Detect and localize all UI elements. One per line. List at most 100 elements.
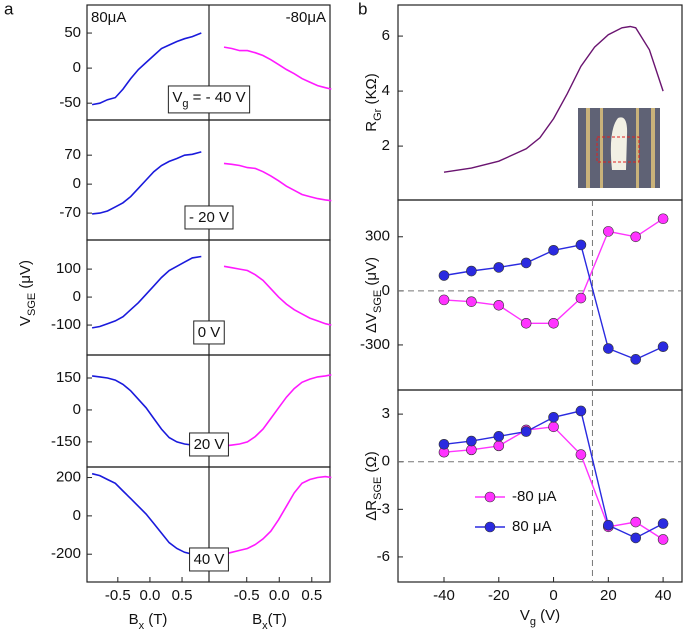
y-tick-label: 150 [56, 369, 81, 386]
annotation: Vg = - 40 V [172, 89, 245, 110]
y-tick-label: -300 [360, 336, 390, 353]
label-rest: (T) [144, 611, 167, 628]
data-point [630, 231, 642, 243]
data-line [223, 475, 332, 555]
y-tick-label: 0 [382, 453, 390, 470]
panel-label: b [358, 0, 367, 18]
data-point [466, 435, 477, 447]
data-line [223, 46, 332, 90]
data-point [603, 226, 614, 237]
data-point [548, 318, 559, 329]
label-main: V [172, 89, 182, 106]
data-line [223, 374, 332, 447]
x-tick-label: 0 [549, 587, 557, 604]
data-point [438, 270, 450, 281]
data-point [520, 318, 532, 329]
y-tick-label: -200 [51, 545, 81, 562]
label-main: V [520, 607, 530, 624]
label-rest: (KΩ) [363, 73, 380, 108]
y-tick-label: -6 [377, 548, 390, 565]
x-tick-label: -40 [433, 587, 455, 604]
x-tick-label: -20 [488, 587, 510, 604]
data-line [443, 426, 664, 541]
x-tick-label: 0.0 [139, 587, 160, 604]
data-point [520, 426, 532, 437]
data-point [548, 421, 559, 433]
label-sub: SGE [26, 293, 38, 316]
annotation-box [184, 205, 234, 230]
label-sub: g [530, 616, 536, 628]
x-tick-label: 0.0 [269, 587, 290, 604]
data-point [630, 516, 642, 528]
label-main: B [252, 611, 262, 628]
y-tick-label: 100 [56, 260, 81, 277]
y-tick-label: 300 [365, 228, 390, 245]
data-line [92, 151, 202, 215]
data-point [493, 262, 505, 273]
data-point [575, 239, 587, 251]
y-tick-label: 200 [56, 469, 81, 486]
data-point [657, 213, 669, 225]
label-rest: = - 40 V [189, 89, 246, 106]
series-label: -80μA [286, 9, 326, 26]
data-line [91, 255, 202, 329]
data-point [603, 519, 614, 531]
data-line [223, 162, 332, 202]
label-main: B [129, 611, 139, 628]
y-tick-label: 0 [73, 59, 81, 76]
y-tick-label: 70 [64, 146, 81, 163]
label-rest: (μV) [17, 260, 34, 293]
x-axis-label: Bx(T) [252, 611, 287, 630]
y-tick-label: 6 [382, 27, 390, 44]
annotation-box [193, 320, 225, 345]
data-point [438, 294, 450, 306]
data-point [657, 341, 669, 353]
y-tick-label: 0 [73, 288, 81, 305]
y-tick-label: 3 [382, 405, 390, 422]
x-tick-label: 40 [655, 587, 672, 604]
label-sub: SGE [372, 477, 384, 500]
x-tick-label: 0.5 [172, 587, 193, 604]
data-point [548, 244, 559, 256]
y-tick-label: -150 [51, 433, 81, 450]
label-rest: (μV) [363, 257, 380, 290]
y-tick-label: 2 [382, 137, 390, 154]
legend-label: 80 μA [512, 518, 552, 535]
annotation-box [167, 85, 251, 114]
annotation: - 20 V [189, 209, 229, 226]
annotation: 40 V [194, 551, 225, 568]
label-main: ΔV [363, 313, 380, 333]
data-line [443, 218, 664, 324]
data-line [91, 375, 202, 446]
data-point [575, 405, 587, 417]
data-point [603, 343, 614, 354]
data-point [630, 354, 642, 365]
y-axis-label: ΔVSGE (μV) [363, 257, 384, 333]
plot-frame [397, 389, 683, 583]
data-line [91, 32, 202, 106]
annotation: 20 V [194, 436, 225, 453]
label-sub: x [262, 620, 268, 630]
data-point [493, 299, 505, 311]
y-tick-label: 0 [73, 507, 81, 524]
x-tick-label: -0.5 [234, 587, 260, 604]
data-point [520, 257, 532, 269]
x-axis-label: Vg (V) [520, 607, 560, 628]
y-tick-label: -100 [51, 316, 81, 333]
data-line [223, 265, 332, 326]
x-tick-label: -0.5 [105, 587, 131, 604]
data-point [575, 449, 587, 460]
label-main: V [17, 316, 34, 326]
y-tick-label: -50 [59, 94, 81, 111]
y-axis-label: RGr (KΩ) [363, 73, 384, 131]
annotation: 0 V [198, 324, 221, 341]
label-rest: (V) [536, 607, 560, 624]
inset-image [578, 108, 660, 188]
data-point [657, 518, 669, 529]
data-line [443, 25, 664, 173]
y-tick-label: 4 [382, 82, 390, 99]
data-line [91, 472, 202, 558]
data-point [630, 532, 642, 544]
